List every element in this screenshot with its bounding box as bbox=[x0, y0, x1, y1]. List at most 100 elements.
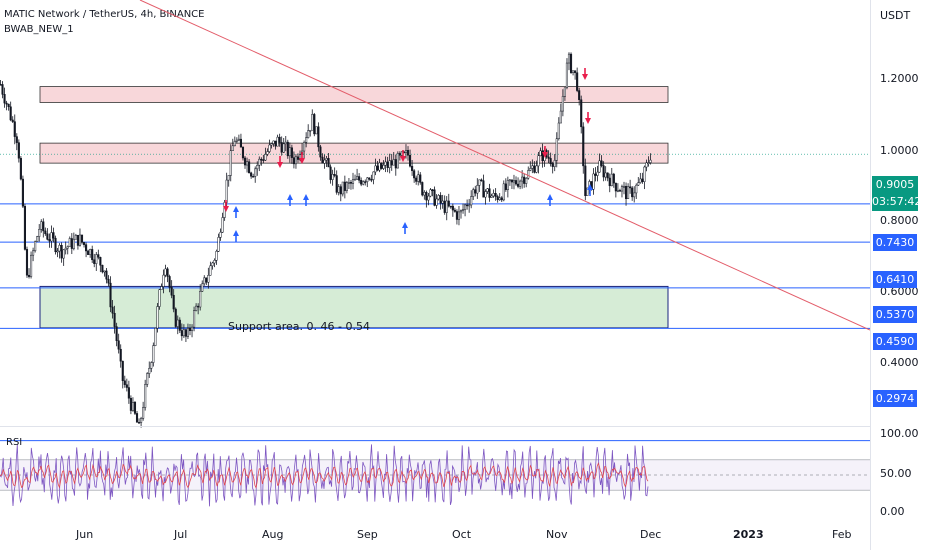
candle-body bbox=[140, 418, 143, 423]
candle-body bbox=[598, 160, 601, 173]
candle-body bbox=[431, 189, 434, 191]
price-tick: 0.6000 bbox=[880, 285, 919, 298]
candle-body bbox=[459, 210, 463, 213]
candle-body bbox=[453, 209, 456, 212]
candle-body bbox=[32, 250, 35, 256]
candle-body bbox=[547, 156, 550, 159]
candle-body bbox=[44, 230, 47, 235]
level-tag[interactable]: 0.5370 bbox=[873, 306, 917, 323]
rsi-tick: 50.00 bbox=[880, 467, 912, 480]
candle-body bbox=[356, 176, 359, 180]
candle-body bbox=[78, 234, 82, 246]
candle-body bbox=[170, 287, 173, 296]
candle-body bbox=[584, 165, 587, 196]
candle-body bbox=[437, 195, 440, 200]
level-tag[interactable]: 0.4590 bbox=[873, 333, 917, 350]
candle-body bbox=[643, 166, 646, 182]
candle-body bbox=[378, 162, 381, 171]
candle-body bbox=[89, 249, 92, 255]
candle-body bbox=[97, 254, 100, 258]
candle-body bbox=[358, 176, 361, 181]
candle-body bbox=[594, 173, 597, 176]
candle-body bbox=[533, 165, 536, 173]
sell-signal-arrow bbox=[400, 150, 406, 162]
candle-body bbox=[455, 211, 458, 220]
candle-body bbox=[294, 156, 298, 165]
candle-body bbox=[93, 259, 96, 264]
current-price-tag[interactable]: 0.9005 03:57:42 bbox=[872, 176, 921, 211]
level-tag[interactable]: 0.7430 bbox=[873, 234, 917, 251]
time-tick: Jun bbox=[76, 528, 94, 541]
time-tick: Sep bbox=[357, 528, 378, 541]
time-tick: Dec bbox=[640, 528, 662, 541]
candle-body bbox=[11, 119, 14, 122]
candle-body bbox=[284, 141, 287, 145]
candle-body bbox=[470, 196, 473, 206]
candle-body bbox=[125, 384, 128, 388]
candle-body bbox=[492, 193, 495, 197]
candle-body bbox=[466, 204, 469, 207]
candle-body bbox=[551, 163, 554, 167]
candle-body bbox=[152, 345, 155, 363]
level-tag[interactable]: 0.6410 bbox=[873, 271, 917, 288]
candle-body bbox=[64, 247, 67, 251]
candle-body bbox=[478, 179, 481, 186]
chart-symbol-title[interactable]: MATIC Network / TetherUS, 4h, BINANCE bbox=[4, 9, 205, 20]
candle-body bbox=[195, 305, 198, 311]
candle-body bbox=[578, 90, 581, 100]
candle-body bbox=[286, 141, 289, 157]
time-tick: Jul bbox=[174, 528, 188, 541]
sell-signal-arrow bbox=[299, 152, 305, 164]
level-tag[interactable]: 0.2974 bbox=[873, 390, 917, 407]
candle-body bbox=[376, 165, 379, 171]
candle-body bbox=[647, 162, 650, 164]
candle-body bbox=[606, 172, 609, 179]
sell-signal-arrow bbox=[582, 68, 588, 80]
candle-body bbox=[576, 72, 579, 91]
candle-body bbox=[115, 326, 118, 341]
candle-body bbox=[186, 328, 190, 337]
rsi-label[interactable]: RSI bbox=[6, 437, 23, 448]
candle-body bbox=[561, 96, 564, 112]
candle-body bbox=[117, 340, 120, 350]
candle-body bbox=[193, 310, 196, 328]
trendline bbox=[139, 0, 870, 331]
candle-body bbox=[451, 205, 454, 211]
candle-body bbox=[309, 129, 312, 132]
candle-body bbox=[374, 165, 377, 173]
candle-body bbox=[101, 264, 104, 273]
candle-body bbox=[510, 179, 513, 183]
candle-body bbox=[290, 147, 293, 158]
candle-body bbox=[439, 195, 442, 204]
rsi-pane-separator[interactable] bbox=[0, 426, 870, 427]
candle-body bbox=[317, 126, 320, 148]
candle-body bbox=[107, 278, 110, 284]
candle-body bbox=[5, 102, 8, 105]
candle-body bbox=[409, 155, 412, 167]
candle-body bbox=[514, 180, 518, 185]
price-chart[interactable] bbox=[0, 0, 870, 550]
indicator-name[interactable]: BWAB_NEW_1 bbox=[4, 24, 74, 35]
time-tick: Oct bbox=[452, 528, 472, 541]
candle-body bbox=[404, 150, 408, 153]
candle-body bbox=[282, 143, 285, 153]
candle-body bbox=[627, 186, 630, 200]
candle-body bbox=[82, 242, 86, 245]
buy-signal-arrow bbox=[402, 222, 408, 234]
candle-body bbox=[174, 308, 177, 327]
candle-body bbox=[209, 265, 212, 276]
price-tick: 1.2000 bbox=[880, 72, 919, 85]
candle-body bbox=[567, 53, 571, 64]
candle-body bbox=[272, 140, 275, 144]
candle-body bbox=[95, 254, 98, 264]
candle-body bbox=[197, 305, 200, 308]
candle-body bbox=[472, 189, 475, 197]
candle-body bbox=[256, 165, 259, 170]
candle-body bbox=[87, 250, 90, 255]
candle-body bbox=[484, 191, 487, 198]
candle-body bbox=[138, 422, 141, 424]
candle-body bbox=[480, 179, 483, 182]
candle-body bbox=[586, 187, 589, 196]
rsi-tick: 100.00 bbox=[880, 427, 919, 440]
candle-body bbox=[521, 176, 524, 182]
